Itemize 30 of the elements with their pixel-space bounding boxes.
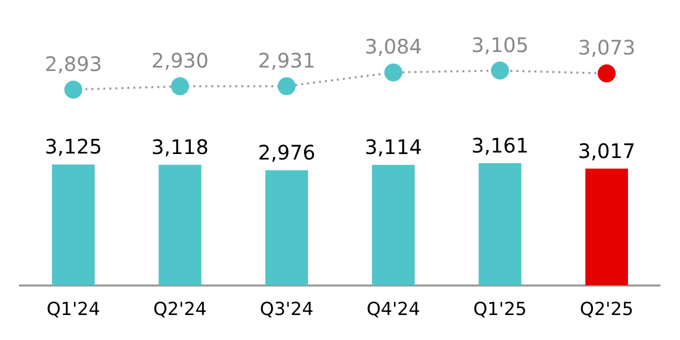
x-tick-label: Q3'24 xyxy=(260,298,314,320)
bar xyxy=(585,168,628,286)
point xyxy=(384,63,402,82)
point xyxy=(278,77,296,96)
bar xyxy=(478,163,522,286)
data-label: 3,017 xyxy=(578,138,636,163)
x-tick-label: Q1'25 xyxy=(473,298,527,320)
point xyxy=(171,77,189,96)
point xyxy=(491,62,509,80)
data-label: 3,105 xyxy=(471,32,529,57)
data-label: 2,931 xyxy=(258,48,316,72)
data-label: 3,073 xyxy=(578,36,636,60)
data-label: 2,976 xyxy=(258,140,316,164)
x-tick-label: Q4'24 xyxy=(366,298,420,320)
x-tick-label: Q2'24 xyxy=(153,298,207,320)
data-label: 2,930 xyxy=(151,48,209,73)
data-label: 3,084 xyxy=(364,34,422,59)
bar xyxy=(372,164,415,286)
x-tick-label: Q1'24 xyxy=(46,298,100,320)
bar xyxy=(52,164,95,286)
data-label: 3,118 xyxy=(151,134,209,159)
x-tick-label: Q2'25 xyxy=(580,298,634,320)
data-label: 3,161 xyxy=(471,133,529,158)
data-label: 2,893 xyxy=(44,52,102,76)
bar xyxy=(158,164,202,286)
data-label: 3,125 xyxy=(44,134,102,159)
point xyxy=(64,80,82,99)
bar xyxy=(265,170,308,286)
data-label: 3,114 xyxy=(364,135,422,160)
point xyxy=(598,64,616,82)
